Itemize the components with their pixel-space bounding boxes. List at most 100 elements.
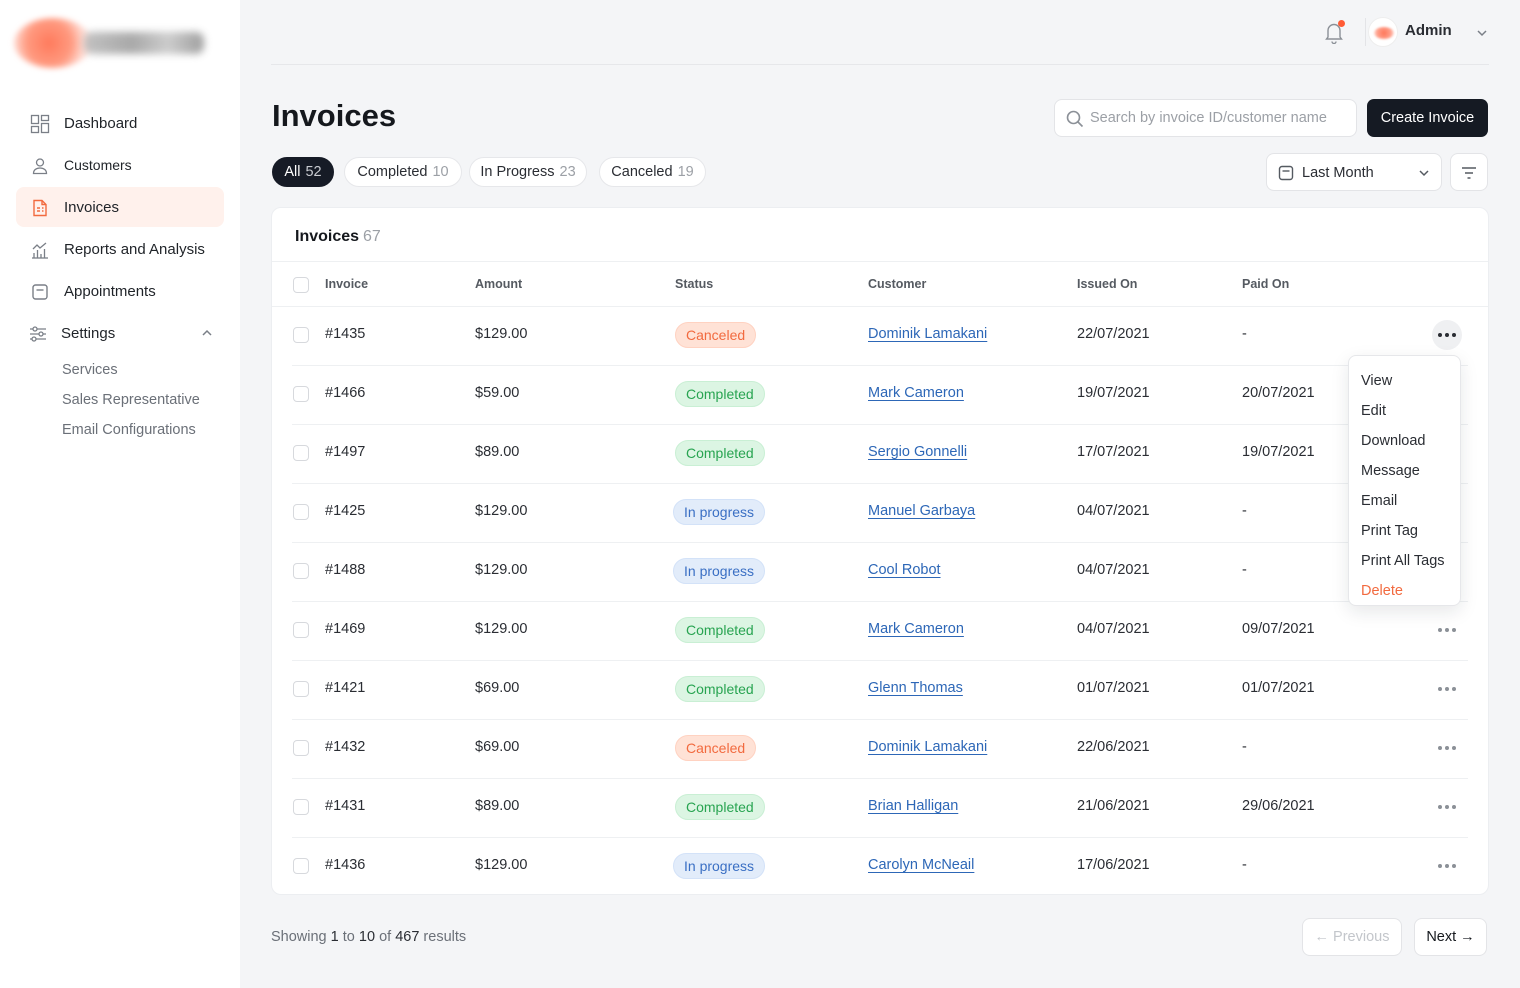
tab-all[interactable]: All 52 [272, 157, 334, 187]
logo-mark [14, 18, 92, 68]
paid-date: - [1242, 562, 1247, 578]
sidebar-item-appointments[interactable]: Appointments [16, 271, 224, 311]
tab-completed[interactable]: Completed 10 [344, 157, 462, 187]
table-row[interactable]: #1431 $89.00 Completed Brian Halligan 21/06/… [292, 779, 1468, 838]
more-actions-icon[interactable] [1432, 733, 1462, 763]
more-actions-icon[interactable] [1432, 320, 1462, 350]
more-actions-icon[interactable] [1432, 792, 1462, 822]
sidebar-item-settings[interactable]: Settings [16, 313, 224, 353]
column-header-amount[interactable]: Amount [475, 277, 523, 291]
table-row[interactable]: #1469 $129.00 Completed Mark Cameron 04/07/2… [292, 602, 1468, 661]
paid-date: 29/06/2021 [1242, 798, 1315, 814]
invoice-amount: $69.00 [475, 680, 520, 696]
row-checkbox[interactable] [293, 799, 309, 815]
invoice-id: #1425 [325, 503, 366, 519]
more-actions-icon[interactable] [1432, 851, 1462, 881]
sidebar-item-reports[interactable]: Reports and Analysis [16, 229, 224, 269]
customer-link[interactable]: Sergio Gonnelli [868, 444, 968, 460]
calendar-icon [30, 282, 50, 302]
notification-bell-icon[interactable] [1323, 20, 1345, 45]
column-header-customer[interactable]: Customer [868, 277, 927, 291]
next-page-button[interactable]: Next → [1414, 918, 1487, 956]
customer-link[interactable]: Carolyn McNeail [868, 857, 975, 873]
customer-link[interactable]: Manuel Garbaya [868, 503, 976, 519]
menu-item-download[interactable]: Download [1361, 433, 1426, 449]
menu-item-message[interactable]: Message [1361, 463, 1420, 479]
status-badge: Canceled [675, 735, 757, 761]
customer-link[interactable]: Brian Halligan [868, 798, 959, 814]
customer-link[interactable]: Mark Cameron [868, 621, 964, 637]
column-header-status[interactable]: Status [675, 277, 714, 291]
table-row[interactable]: #1466 $59.00 Completed Mark Cameron 19/07/20… [292, 366, 1468, 425]
row-checkbox[interactable] [293, 858, 309, 874]
row-checkbox[interactable] [293, 327, 309, 343]
row-checkbox[interactable] [293, 681, 309, 697]
settings-sliders-icon [28, 324, 48, 344]
sidebar-subitem-sales-representative[interactable]: Sales Representative [62, 392, 200, 408]
menu-item-print-all-tags[interactable]: Print All Tags [1361, 553, 1445, 569]
sidebar-subitem-services[interactable]: Services [62, 362, 118, 378]
divider [1365, 18, 1366, 46]
table-row[interactable]: #1432 $69.00 Canceled Dominik Lamakani 22/06… [292, 720, 1468, 779]
paid-date: 20/07/2021 [1242, 385, 1315, 401]
customer-link[interactable]: Cool Robot [868, 562, 941, 578]
table-row[interactable]: #1421 $69.00 Completed Glenn Thomas 01/07/20… [292, 661, 1468, 720]
row-checkbox[interactable] [293, 445, 309, 461]
customer-link[interactable]: Mark Cameron [868, 385, 964, 401]
table-row[interactable]: #1435 $129.00 Canceled Dominik Lamakani 22/0… [292, 307, 1468, 366]
sidebar-nav: Dashboard Customers Invoices [16, 103, 224, 445]
table-row[interactable]: #1488 $129.00 In progress Cool Robot 04/07/2… [292, 543, 1468, 602]
row-checkbox[interactable] [293, 622, 309, 638]
menu-item-view[interactable]: View [1361, 373, 1393, 389]
tab-label: All [284, 164, 301, 180]
sidebar-item-customers[interactable]: Customers [16, 145, 224, 185]
customer-link[interactable]: Glenn Thomas [868, 680, 963, 696]
paid-date: 01/07/2021 [1242, 680, 1315, 696]
chevron-up-icon[interactable] [200, 326, 214, 340]
status-badge: Completed [675, 440, 765, 466]
sidebar-subitem-email-configurations[interactable]: Email Configurations [62, 422, 196, 438]
issued-date: 22/07/2021 [1077, 326, 1150, 342]
filter-button[interactable] [1450, 153, 1488, 191]
menu-item-delete[interactable]: Delete [1361, 583, 1403, 599]
tab-canceled[interactable]: Canceled 19 [599, 157, 706, 187]
status-badge: Completed [675, 617, 765, 643]
status-badge: In progress [673, 853, 766, 879]
paid-date: 19/07/2021 [1242, 444, 1315, 460]
previous-page-button[interactable]: ← Previous [1302, 918, 1402, 956]
sidebar-item-invoices[interactable]: Invoices [16, 187, 224, 227]
row-checkbox[interactable] [293, 740, 309, 756]
brand-logo[interactable] [14, 14, 204, 70]
row-actions-menu: View Edit Download Message Email Print T… [1348, 355, 1461, 606]
invoice-amount: $129.00 [475, 857, 528, 873]
sidebar-item-dashboard[interactable]: Dashboard [16, 103, 224, 143]
tab-in-progress[interactable]: In Progress 23 [469, 157, 587, 187]
row-checkbox[interactable] [293, 386, 309, 402]
column-header-invoice[interactable]: Invoice [325, 277, 369, 291]
table-row[interactable]: #1497 $89.00 Completed Sergio Gonnelli 17/07… [292, 425, 1468, 484]
table-row[interactable]: #1436 $129.00 In progress Carolyn McNeail 17… [292, 838, 1468, 897]
column-header-issued-on[interactable]: Issued On [1077, 277, 1138, 291]
menu-item-edit[interactable]: Edit [1361, 403, 1386, 419]
issued-date: 17/06/2021 [1077, 857, 1150, 873]
invoice-id: #1432 [325, 739, 366, 755]
more-actions-icon[interactable] [1432, 615, 1462, 645]
search-input[interactable] [1090, 100, 1352, 136]
customer-link[interactable]: Dominik Lamakani [868, 326, 988, 342]
table-row[interactable]: #1425 $129.00 In progress Manuel Garbaya 04/… [292, 484, 1468, 543]
row-checkbox[interactable] [293, 504, 309, 520]
chevron-down-icon[interactable] [1475, 26, 1489, 40]
menu-item-print-tag[interactable]: Print Tag [1361, 523, 1418, 539]
create-invoice-button[interactable]: Create Invoice [1367, 99, 1488, 137]
column-header-paid-on[interactable]: Paid On [1242, 277, 1290, 291]
avatar[interactable] [1368, 17, 1398, 47]
period-select[interactable]: Last Month [1266, 153, 1442, 191]
more-actions-icon[interactable] [1432, 674, 1462, 704]
menu-item-email[interactable]: Email [1361, 493, 1398, 509]
select-all-checkbox[interactable] [293, 277, 309, 293]
invoice-id: #1431 [325, 798, 366, 814]
user-name[interactable]: Admin [1405, 22, 1452, 39]
row-checkbox[interactable] [293, 563, 309, 579]
customer-link[interactable]: Dominik Lamakani [868, 739, 988, 755]
search-box[interactable] [1054, 99, 1357, 137]
